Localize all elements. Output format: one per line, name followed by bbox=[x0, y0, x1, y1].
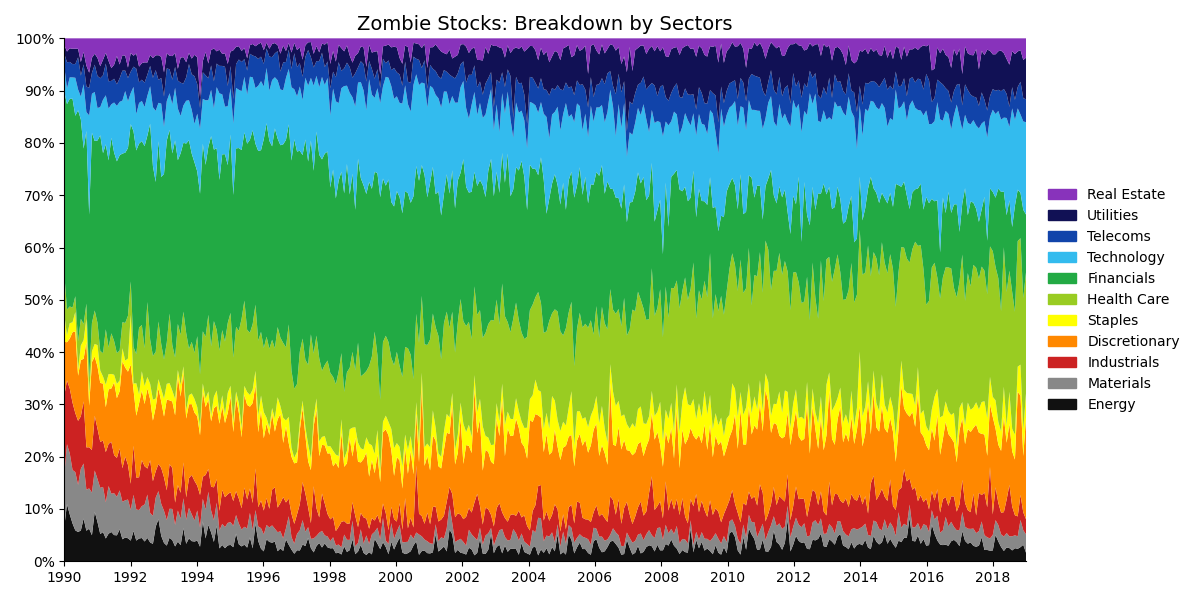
Legend: Real Estate, Utilities, Telecoms, Technology, Financials, Health Care, Staples, : Real Estate, Utilities, Telecoms, Techno… bbox=[1043, 182, 1186, 417]
Title: Zombie Stocks: Breakdown by Sectors: Zombie Stocks: Breakdown by Sectors bbox=[358, 15, 733, 34]
